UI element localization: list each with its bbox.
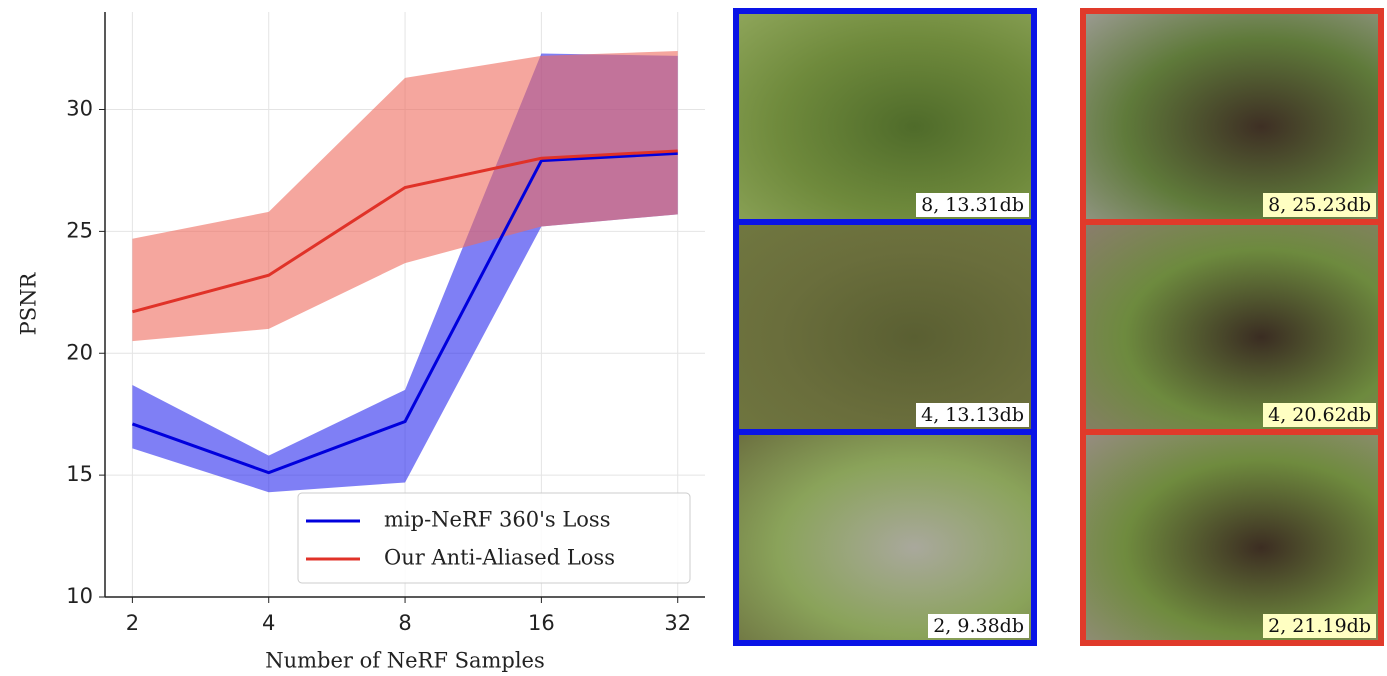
x-tick-label: 16 [528,611,555,635]
image: 2, 9.38db [739,435,1031,641]
legend-box [297,492,691,584]
image-label: 2, 21.19db [1263,614,1376,639]
image: 2, 21.19db [1086,435,1378,641]
image-panel: 8, 25.23db 4, 20.62db 2, 21.19db [1080,8,1384,646]
y-tick-label: 15 [66,462,93,486]
x-axis-label: Number of NeRF Samples [265,649,545,673]
image: 4, 13.13db [739,224,1031,436]
line [131,151,678,475]
image-label: 4, 13.13db [916,403,1029,428]
y-tick-label: 10 [66,584,93,608]
y-tick-label: 30 [66,97,93,121]
image-label: 8, 25.23db [1263,192,1376,217]
legend: mip-NeRF 360's Loss Our Anti-Aliased Loss [297,492,691,584]
image-label: 4, 20.62db [1263,403,1376,428]
band [132,51,678,342]
y-tick-label: 20 [66,340,93,364]
chart: Number of NeRF Samples PSNR 10 15 20 25 30 2 4… [17,12,705,673]
image: 8, 25.23db [1086,14,1378,225]
x-tick-label: 4 [262,611,275,635]
legend-label: mip-NeRF 360's Loss [384,508,610,532]
x-tick-label: 8 [398,611,411,635]
line [132,149,678,314]
x-tick-label: 32 [664,611,691,635]
x-tick-label: 2 [126,611,139,635]
y-axis-label: PSNR [17,271,41,335]
image-label: 2, 9.38db [928,614,1029,639]
image: 4, 20.62db [1086,224,1378,436]
image-label: 8, 13.31db [916,192,1029,217]
image-panel: 8, 13.31db 4, 13.13db 2, 9.38db [733,8,1037,646]
y-tick-label: 25 [66,218,93,242]
image: 8, 13.31db [739,14,1031,225]
legend-label: Our Anti-Aliased Loss [384,546,615,570]
